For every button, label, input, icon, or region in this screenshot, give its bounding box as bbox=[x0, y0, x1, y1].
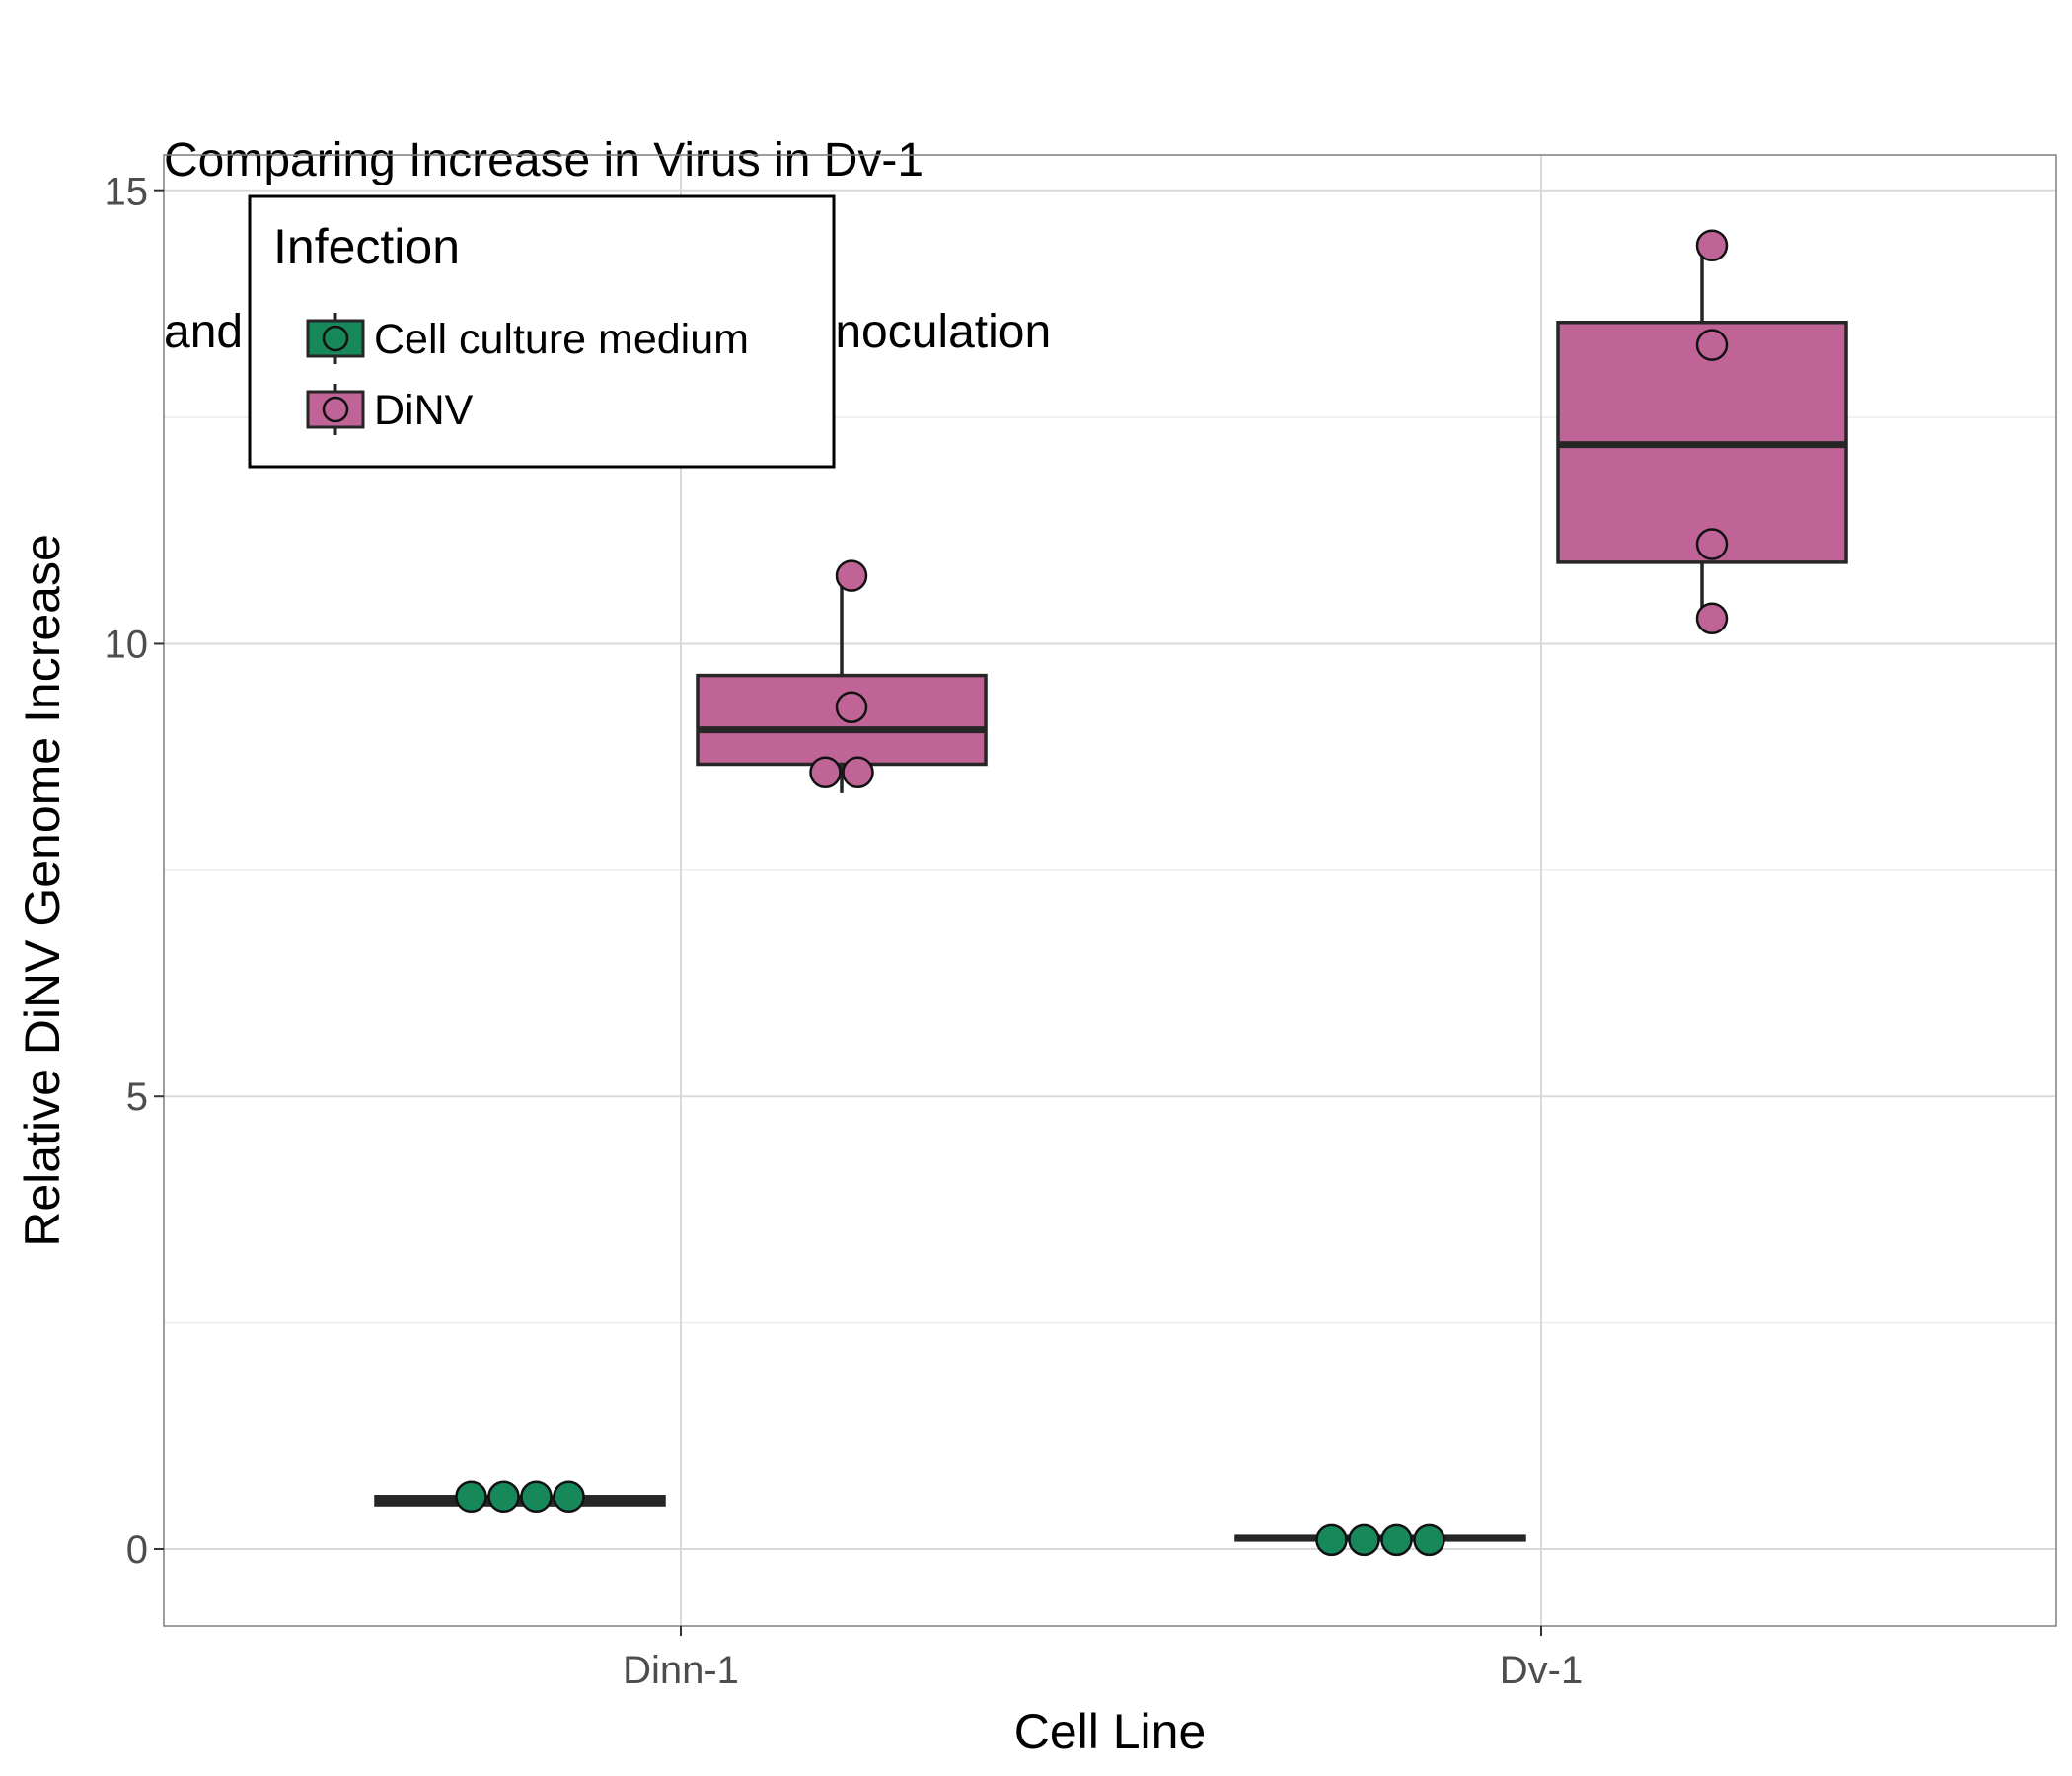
data-point bbox=[835, 559, 868, 592]
data-point bbox=[1695, 229, 1729, 262]
y-tick-label: 0 bbox=[126, 1528, 148, 1572]
data-point bbox=[455, 1480, 487, 1514]
legend-label: Cell culture medium bbox=[374, 316, 749, 363]
y-tick-label: 5 bbox=[126, 1075, 148, 1119]
data-point bbox=[1348, 1523, 1380, 1557]
legend-key-point bbox=[322, 396, 349, 423]
data-point bbox=[1695, 528, 1729, 560]
legend-key-point bbox=[322, 325, 349, 352]
x-axis-title: Cell Line bbox=[1014, 1704, 1207, 1759]
data-point bbox=[553, 1480, 585, 1514]
legend-label: DiNV bbox=[374, 387, 474, 434]
chart-title-line-1: Comparing Increase in Virus in Dv-1 bbox=[164, 134, 925, 186]
y-axis-title: Relative DiNV Genome Increase bbox=[15, 534, 70, 1247]
y-tick-label: 15 bbox=[105, 171, 149, 214]
data-point bbox=[1413, 1523, 1445, 1557]
data-point bbox=[1695, 329, 1729, 361]
data-point bbox=[1695, 602, 1729, 635]
data-point bbox=[1315, 1523, 1348, 1557]
legend: Infection Cell culture medium DiNV bbox=[248, 194, 836, 469]
data-point bbox=[835, 691, 868, 723]
data-point bbox=[1380, 1523, 1413, 1557]
panel-border bbox=[163, 154, 2057, 1627]
axis-layer: 0 5 10 15 Dinn-1 Dv-1 bbox=[105, 171, 1584, 1692]
data-point bbox=[842, 756, 874, 789]
data-point bbox=[809, 756, 842, 789]
x-tick-label: Dv-1 bbox=[1500, 1649, 1583, 1692]
legend-title: Infection bbox=[273, 219, 460, 274]
y-tick-label: 10 bbox=[105, 623, 149, 666]
data-point bbox=[520, 1480, 553, 1514]
box bbox=[696, 673, 988, 767]
data-point bbox=[487, 1480, 520, 1514]
legend-items: Cell culture medium DiNV bbox=[306, 313, 749, 435]
box-layer bbox=[374, 229, 1848, 1557]
x-tick-label: Dinn-1 bbox=[623, 1649, 739, 1692]
